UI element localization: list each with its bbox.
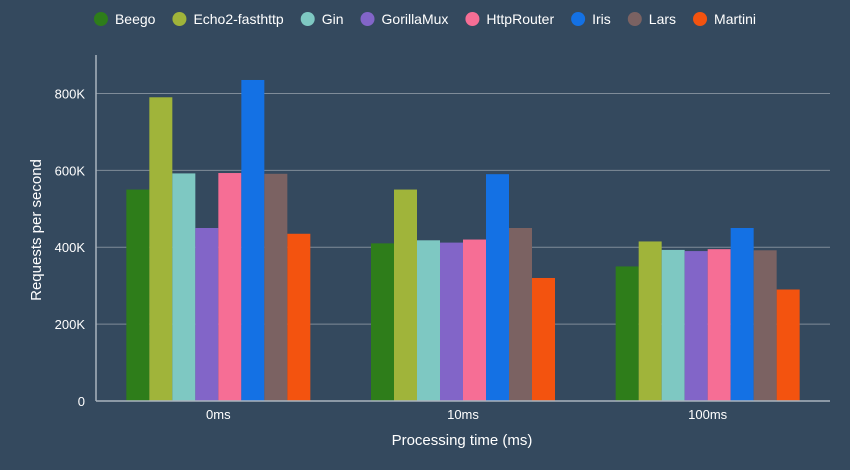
legend-label: Beego	[115, 11, 156, 27]
legend-swatch	[465, 12, 480, 26]
x-tick-label: 0ms	[206, 407, 231, 422]
bar	[509, 228, 532, 401]
bars	[126, 79, 800, 402]
bar	[753, 250, 777, 401]
bar	[394, 189, 417, 401]
bar	[149, 97, 173, 402]
legend-swatch	[300, 12, 315, 26]
legend-swatch	[93, 12, 108, 26]
bar	[661, 249, 685, 401]
x-tick-label: 100ms	[688, 407, 728, 422]
legend-swatch	[627, 12, 642, 26]
y-tick-labels: 0 200K 400K 600K 800K	[55, 86, 86, 409]
legend-swatch	[172, 12, 187, 26]
bar	[126, 189, 150, 401]
x-axis-title: Processing time (ms)	[392, 432, 533, 449]
bar	[241, 79, 265, 401]
legend-swatch	[360, 12, 375, 26]
legend-label: Iris	[592, 11, 611, 27]
y-tick-label: 200K	[55, 317, 86, 332]
x-tick-label: 10ms	[447, 407, 479, 422]
bar	[463, 239, 486, 401]
legend-swatch	[571, 12, 586, 26]
y-tick-label: 600K	[55, 163, 86, 178]
legend-label: GorillaMux	[382, 11, 449, 27]
legend-swatch	[693, 12, 708, 26]
legend-label: Martini	[714, 11, 756, 27]
bar	[218, 173, 242, 401]
y-tick-label: 800K	[55, 86, 86, 101]
bar	[486, 174, 509, 401]
y-tick-label: 400K	[55, 240, 86, 255]
bar	[532, 277, 555, 401]
bar	[615, 266, 639, 401]
bar	[638, 241, 662, 401]
bar	[195, 228, 219, 401]
y-axis-title: Requests per second	[28, 159, 45, 301]
legend-label: Lars	[649, 11, 676, 27]
legend-label: HttpRouter	[486, 11, 554, 27]
bar	[684, 251, 708, 401]
bar	[264, 173, 288, 401]
legend-label: Gin	[322, 11, 344, 27]
bar	[371, 243, 394, 401]
bar	[417, 240, 440, 401]
bar	[707, 249, 731, 401]
axes	[95, 55, 830, 402]
legend: Beego Echo2-fasthttp Gin GorillaMux HttpRout…	[93, 11, 756, 27]
bar	[730, 228, 754, 401]
bar	[440, 242, 463, 401]
bar	[172, 173, 196, 401]
bar	[287, 233, 311, 401]
y-tick-label: 0	[78, 394, 85, 409]
x-tick-labels: 0ms 10ms 100ms	[206, 407, 728, 422]
legend-label: Echo2-fasthttp	[193, 11, 283, 27]
bar	[776, 289, 800, 401]
